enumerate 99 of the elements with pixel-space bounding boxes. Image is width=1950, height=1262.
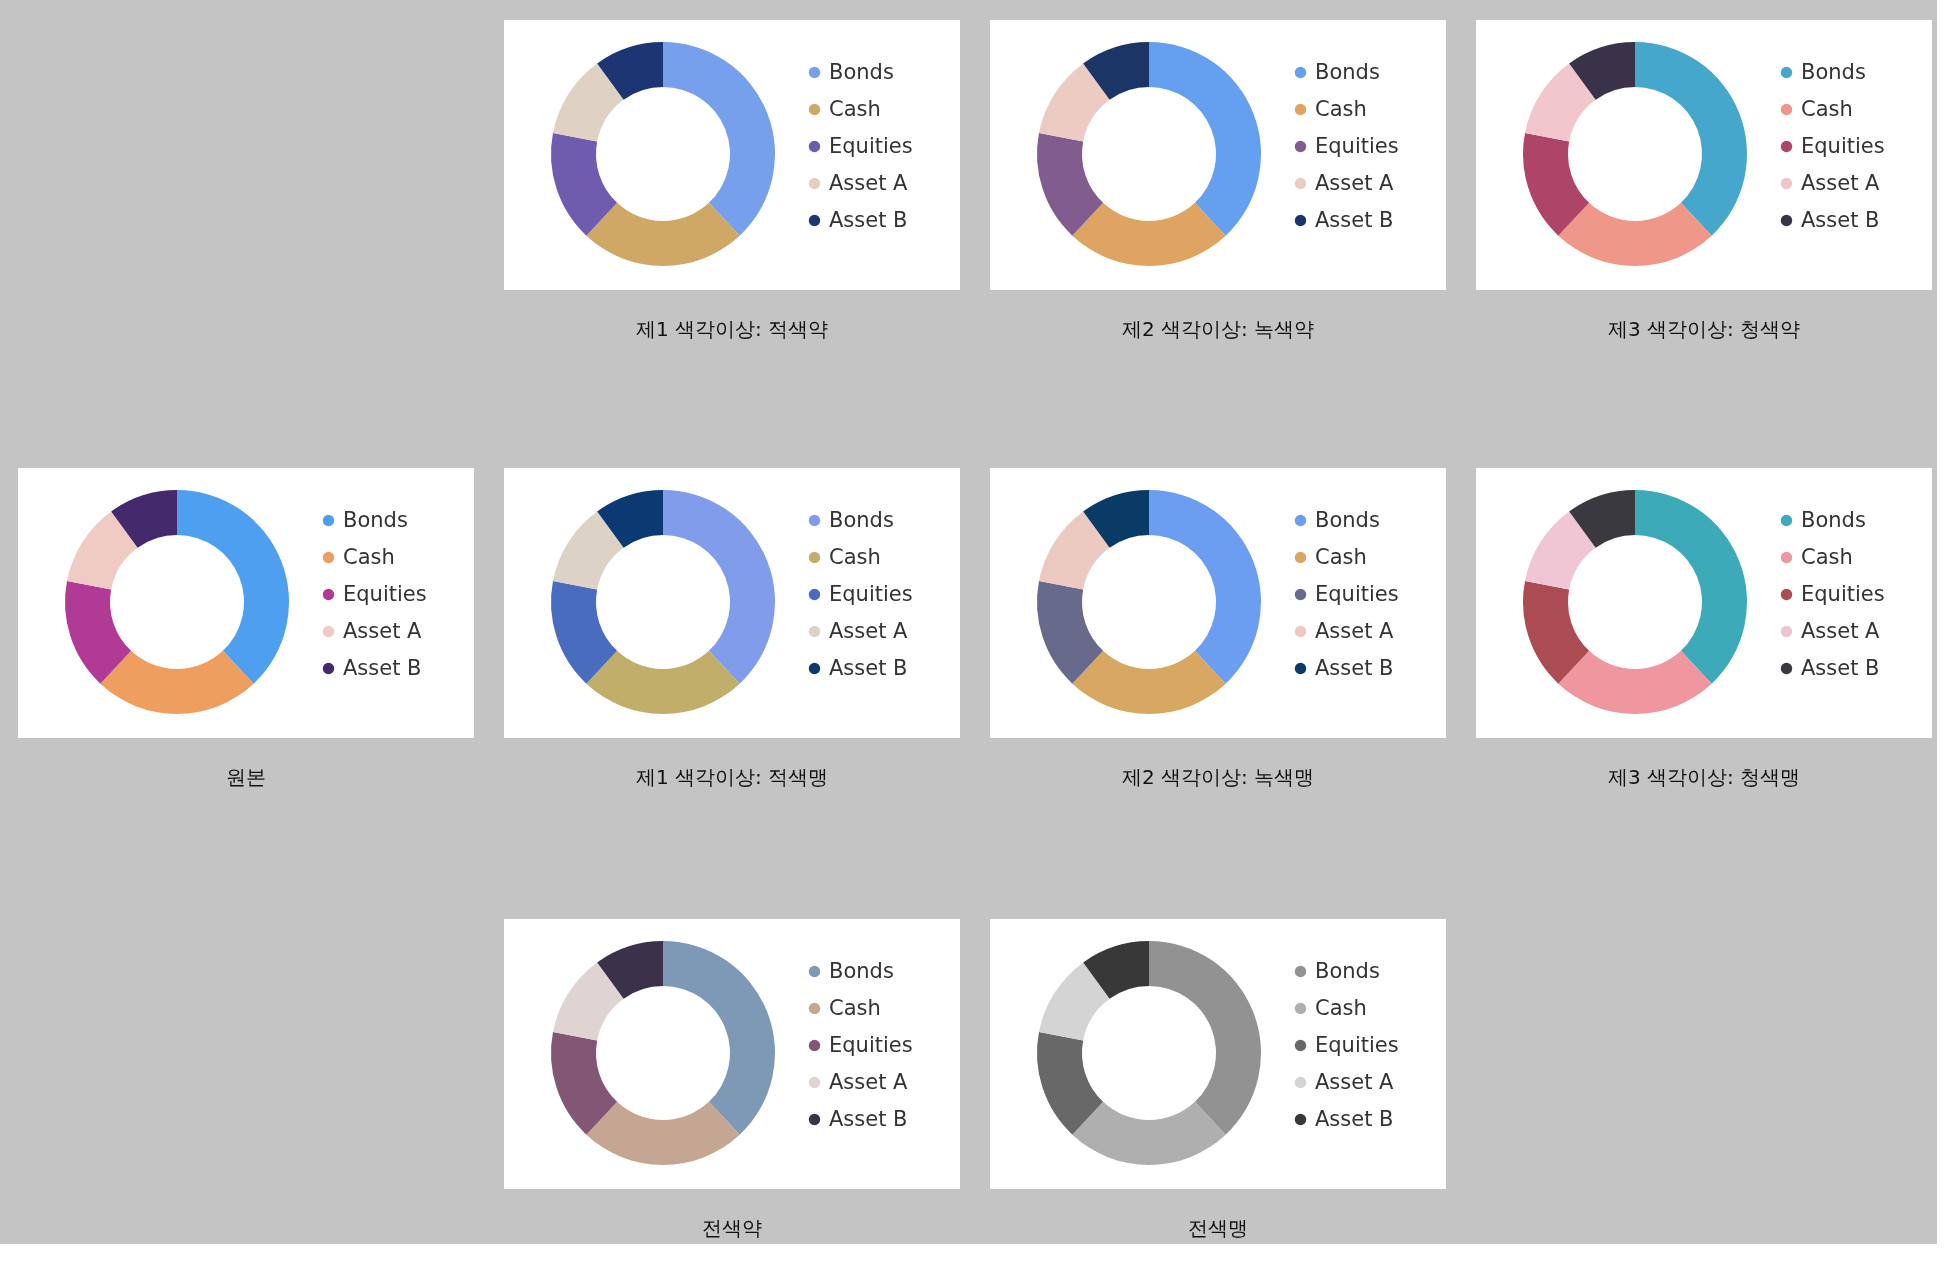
legend-label: Asset A [829, 170, 909, 195]
text: 전색맹 [1188, 1216, 1248, 1240]
donut-slice [1524, 511, 1596, 590]
donut-slice [552, 511, 624, 590]
donut-slice [1523, 133, 1590, 236]
donut-slice [1569, 42, 1635, 100]
donut-slice [1083, 941, 1149, 999]
legend-label: Asset B [829, 655, 908, 680]
donut-slice [1038, 511, 1110, 590]
legend-label: Asset A [1801, 170, 1881, 195]
legend-label: Asset B [829, 1106, 908, 1131]
legend-label: Asset A [343, 618, 423, 643]
legend-label: Equities [343, 581, 427, 606]
donut-slice [1558, 650, 1712, 714]
donut-slice [663, 941, 775, 1135]
donut-slice [663, 490, 775, 684]
donut-slice [586, 202, 740, 266]
text: 제1 색각이상: 적색약 [635, 317, 829, 341]
legend-label: Cash [343, 544, 395, 569]
legend-label: Asset B [1801, 655, 1880, 680]
legend-label: Equities [829, 581, 913, 606]
donut-slice [1635, 42, 1747, 236]
legend-label: Cash [829, 96, 881, 121]
donut-slice [1037, 1032, 1104, 1135]
donut-slice [597, 42, 663, 100]
donut-slice [66, 511, 138, 590]
legend-label: Cash [829, 995, 881, 1020]
donut-slice [1635, 490, 1747, 684]
legend-label: Asset A [829, 618, 909, 643]
donut-slice [1149, 941, 1261, 1135]
legend-label: Bonds [1315, 507, 1380, 532]
donut-slice [597, 941, 663, 999]
donut-slice [1558, 202, 1712, 266]
legend-label: Equities [1315, 581, 1399, 606]
legend-label: Cash [1315, 544, 1367, 569]
donut-slice [1524, 63, 1596, 142]
legend-label: Asset A [1315, 170, 1395, 195]
legend-label: Equities [829, 1032, 913, 1057]
donut-slice [111, 490, 177, 548]
text: 제3 색각이상: 청색약 [1607, 317, 1801, 341]
text: 제2 색각이상: 녹색맹 [1121, 765, 1315, 789]
legend-label: Asset B [829, 207, 908, 232]
legend-label: Asset B [1801, 207, 1880, 232]
legend-label: Bonds [1801, 507, 1866, 532]
donut-slice [1072, 650, 1226, 714]
legend-label: Bonds [1315, 958, 1380, 983]
legend-label: Equities [1801, 133, 1885, 158]
donut-slice [1072, 1101, 1226, 1165]
legend-label: Bonds [829, 59, 894, 84]
text: 전색약 [702, 1216, 762, 1240]
legend-label: Equities [829, 133, 913, 158]
legend-label: Bonds [1801, 59, 1866, 84]
donut-slice [1038, 962, 1110, 1041]
donut-slice [551, 581, 618, 684]
donut-slice [1149, 42, 1261, 236]
donut-slice [1523, 581, 1590, 684]
donut-slice [551, 133, 618, 236]
donut-slice [586, 1101, 740, 1165]
donut-slice [552, 962, 624, 1041]
legend-label: Equities [1315, 133, 1399, 158]
donut-slice [552, 63, 624, 142]
legend-label: Cash [1315, 995, 1367, 1020]
legend-label: Cash [1315, 96, 1367, 121]
legend-label: Asset A [1315, 618, 1395, 643]
donut-slice [551, 1032, 618, 1135]
donut-slice [1569, 490, 1635, 548]
donut-slice [663, 42, 775, 236]
donut-slice [1083, 42, 1149, 100]
donut-slice [1149, 490, 1261, 684]
text: 제1 색각이상: 적색맹 [635, 765, 829, 789]
donut-slice [1072, 202, 1226, 266]
legend-label: Bonds [1315, 59, 1380, 84]
legend-label: Asset B [1315, 1106, 1394, 1131]
text: 제2 색각이상: 녹색약 [1121, 317, 1315, 341]
donut-slice [1083, 490, 1149, 548]
donut-slice [1037, 133, 1104, 236]
legend-label: Asset B [343, 655, 422, 680]
text: 원본 [226, 765, 266, 789]
legend-label: Asset A [829, 1069, 909, 1094]
text: 제3 색각이상: 청색맹 [1607, 765, 1801, 789]
legend-label: Bonds [829, 507, 894, 532]
legend-label: Cash [829, 544, 881, 569]
legend-label: Bonds [343, 507, 408, 532]
donut-slice [586, 650, 740, 714]
legend-label: Bonds [829, 958, 894, 983]
legend-label: Asset B [1315, 655, 1394, 680]
legend-label: Cash [1801, 96, 1853, 121]
legend-label: Asset A [1801, 618, 1881, 643]
donut-slice [1038, 63, 1110, 142]
donut-slice [177, 490, 289, 684]
legend-label: Asset A [1315, 1069, 1395, 1094]
donut-slice [597, 490, 663, 548]
donut-slice [100, 650, 254, 714]
legend-label: Cash [1801, 544, 1853, 569]
donut-slice [65, 581, 132, 684]
donut-slice [1037, 581, 1104, 684]
legend-label: Equities [1801, 581, 1885, 606]
legend-label: Equities [1315, 1032, 1399, 1057]
legend-label: Asset B [1315, 207, 1394, 232]
